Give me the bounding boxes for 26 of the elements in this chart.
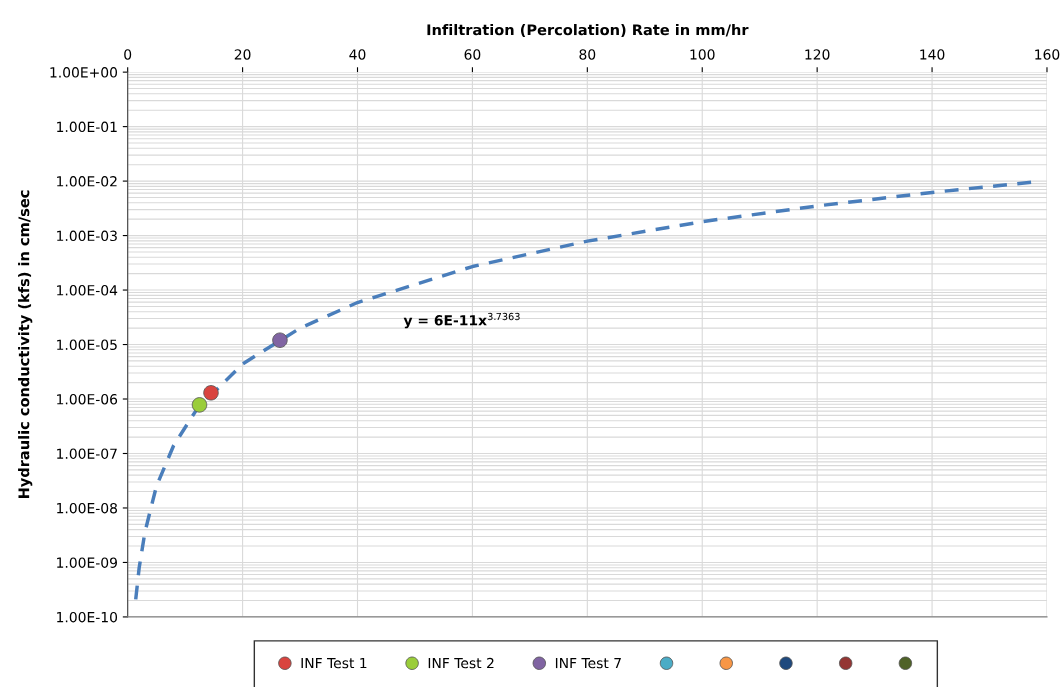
y-tick-label: 1.00E+00	[50, 67, 118, 78]
y-tick-label: 1.00E-09	[57, 557, 117, 568]
y-tick-label: 1.00E-07	[57, 448, 117, 459]
x-tick-label: 100	[690, 49, 715, 60]
x-tick-label: 160	[1035, 49, 1060, 60]
x-tick-label: 60	[464, 49, 481, 60]
x-tick-label: 20	[234, 49, 251, 60]
x-tick-label: 80	[579, 49, 596, 60]
x-axis-title: Infiltration (Percolation) Rate in mm/hr	[427, 24, 749, 38]
y-tick-label: 1.00E-03	[57, 230, 117, 242]
x-tick-label: 0	[124, 49, 132, 60]
y-tick-label: 1.00E-08	[57, 502, 118, 514]
annotation: y = 6E-11x$^{3.7363}$	[403, 312, 520, 329]
x-tick-label: 40	[349, 49, 366, 60]
legend-label: INF Test 2	[428, 657, 494, 669]
y-tick-label: 1.00E-10	[57, 611, 118, 623]
y-tick-label: 1.00E-05	[57, 339, 117, 350]
x-tick-label: 140	[920, 49, 945, 60]
y-tick-label: 1.00E-04	[57, 285, 118, 296]
x-tick-label: 120	[805, 49, 830, 60]
legend-label: INF Test 7	[555, 657, 621, 669]
y-tick-label: 1.00E-06	[57, 393, 118, 405]
y-axis-title: Hydraulic conductivity (kfs) in cm/sec	[18, 190, 33, 499]
legend-label: INF Test 1	[301, 657, 367, 669]
y-tick-label: 1.00E-02	[57, 176, 117, 187]
y-tick-label: 1.00E-01	[57, 121, 117, 133]
